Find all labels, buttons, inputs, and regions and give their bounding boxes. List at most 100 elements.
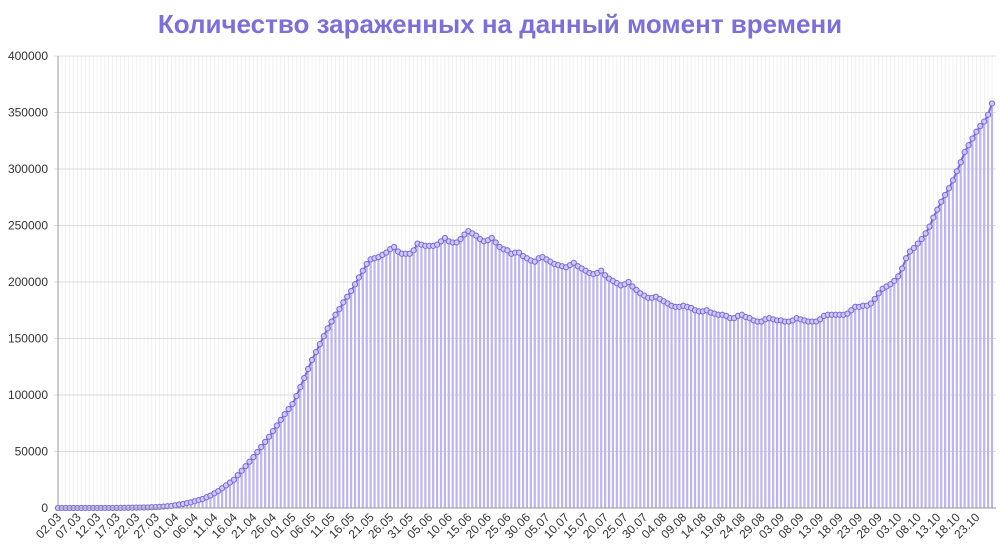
y-tick-label: 250000 [8, 219, 48, 233]
marker [308, 356, 316, 364]
marker [598, 267, 605, 274]
marker [973, 128, 980, 135]
marker [906, 248, 914, 255]
marker [305, 365, 312, 373]
marker [984, 111, 992, 118]
marker [531, 258, 538, 265]
marker [344, 293, 351, 300]
marker [965, 142, 972, 149]
marker [457, 235, 464, 243]
marker [246, 458, 253, 465]
marker [945, 185, 953, 192]
marker [289, 400, 296, 408]
marker [453, 239, 460, 246]
marker [238, 467, 245, 474]
y-tick-label: 0 [41, 501, 48, 515]
marker [332, 311, 339, 318]
marker [942, 191, 949, 199]
marker [570, 259, 577, 266]
marker [957, 159, 964, 166]
marker [273, 422, 280, 429]
marker [262, 438, 269, 445]
marker [629, 283, 636, 290]
marker [988, 100, 996, 107]
y-tick-label: 150000 [8, 332, 48, 346]
marker [977, 122, 984, 130]
marker [926, 223, 933, 230]
marker [265, 433, 273, 440]
marker [938, 198, 945, 205]
marker [234, 472, 241, 479]
marker [895, 273, 902, 280]
marker [871, 295, 878, 303]
marker [285, 406, 292, 413]
marker [848, 307, 855, 314]
marker [441, 234, 448, 242]
marker [492, 239, 499, 246]
marker [277, 416, 284, 423]
marker [488, 234, 495, 242]
marker [312, 348, 320, 356]
marker [602, 272, 609, 279]
marker [336, 306, 343, 313]
marker [949, 177, 957, 184]
marker [844, 310, 851, 317]
marker [633, 286, 640, 294]
marker [316, 341, 323, 348]
marker [328, 318, 335, 325]
chart-title: Количество зараженных на данный момент в… [158, 9, 842, 39]
marker [473, 232, 480, 239]
marker [461, 231, 468, 238]
marker [516, 249, 523, 256]
marker [258, 443, 265, 451]
marker [242, 463, 249, 470]
marker [297, 383, 304, 391]
marker [981, 118, 988, 125]
marker [875, 290, 882, 297]
marker [410, 247, 417, 254]
y-tick-label: 200000 [8, 275, 48, 289]
marker [351, 281, 359, 288]
marker [625, 278, 632, 286]
marker [930, 214, 937, 221]
marker [899, 265, 906, 272]
marker [433, 241, 441, 248]
marker [953, 168, 960, 175]
marker [961, 148, 968, 156]
marker [269, 428, 277, 435]
marker [301, 374, 308, 382]
y-tick-label: 50000 [15, 445, 49, 459]
marker [914, 240, 921, 247]
marker [887, 281, 894, 288]
marker [437, 238, 445, 245]
marker [918, 235, 925, 243]
marker [320, 333, 327, 340]
marker [390, 243, 398, 251]
marker [230, 476, 237, 483]
y-tick-label: 350000 [8, 106, 48, 120]
marker [281, 411, 288, 418]
y-tick-label: 400000 [8, 49, 48, 63]
y-tick-label: 100000 [8, 388, 48, 402]
marker [922, 230, 929, 237]
marker [355, 274, 363, 281]
marker [867, 300, 874, 307]
marker [359, 267, 366, 274]
marker [910, 245, 917, 252]
marker [406, 250, 413, 257]
marker [347, 287, 355, 295]
marker [340, 299, 347, 306]
marker [891, 277, 898, 284]
marker [383, 249, 390, 256]
marker [902, 255, 910, 262]
marker [293, 393, 300, 400]
marker [324, 325, 331, 332]
marker [363, 260, 370, 268]
marker [254, 448, 261, 456]
marker [816, 316, 824, 323]
marker [934, 206, 941, 213]
marker [250, 454, 257, 461]
marker [969, 135, 976, 142]
marker [504, 247, 511, 254]
